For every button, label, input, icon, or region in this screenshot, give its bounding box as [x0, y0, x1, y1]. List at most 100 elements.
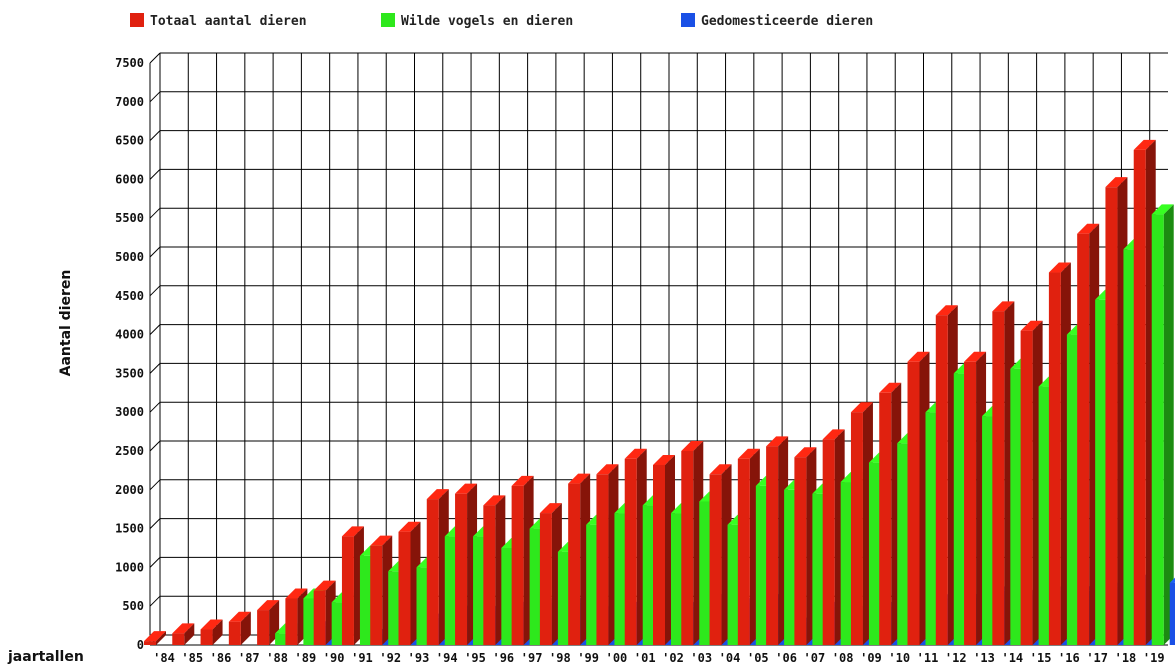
- bar-top: [200, 619, 223, 630]
- x-tick-label: '08: [832, 651, 854, 665]
- bar-front: [370, 545, 383, 645]
- x-tick-label: '13: [973, 651, 995, 665]
- y-tick-label: 6000: [115, 172, 144, 186]
- x-tick-label: '19: [1143, 651, 1165, 665]
- x-tick-label: '84: [153, 651, 175, 665]
- y-tick-label: 2000: [115, 483, 144, 497]
- bar-front: [144, 641, 156, 645]
- y-tick-label: 2500: [115, 444, 144, 458]
- gridline-diagonal: [149, 52, 161, 64]
- x-tick-label: '14: [1001, 651, 1023, 665]
- gridline-diagonal: [149, 401, 161, 413]
- x-tick-label: '90: [323, 651, 345, 665]
- bar-front: [1133, 149, 1146, 646]
- bar-front: [303, 598, 316, 645]
- bar-front: [812, 493, 825, 645]
- gridline-diagonal: [149, 557, 161, 568]
- bar-front: [341, 536, 354, 645]
- bar-top: [398, 521, 421, 532]
- bar: [624, 448, 647, 645]
- bar-front: [642, 505, 655, 645]
- y-tick-label: 3500: [115, 366, 144, 380]
- bar-top: [257, 600, 280, 611]
- bar: [709, 464, 732, 645]
- bar-front: [586, 524, 599, 645]
- bars: [144, 139, 1175, 646]
- bar-front: [388, 571, 401, 645]
- bar-top: [341, 526, 364, 537]
- x-tick-label: '06: [775, 651, 797, 665]
- bar-front: [992, 311, 1005, 645]
- bar-front: [200, 629, 213, 645]
- y-tick-label: 0: [137, 638, 144, 652]
- bar-top: [681, 441, 704, 451]
- x-tick-label: '93: [408, 651, 430, 665]
- bar-front: [868, 462, 881, 645]
- bar-front: [1151, 214, 1164, 645]
- bar-front: [426, 499, 439, 645]
- x-tick-label: '01: [634, 651, 656, 665]
- bar-top: [568, 473, 591, 484]
- bar-front: [953, 373, 966, 645]
- bar-top: [511, 475, 534, 486]
- bar-front: [727, 524, 740, 645]
- x-tick-label: '03: [690, 651, 712, 665]
- x-tick-label: '96: [492, 651, 514, 665]
- bar-front: [766, 446, 779, 645]
- bar-top: [426, 489, 449, 500]
- y-tick-label: 500: [122, 599, 144, 613]
- bar-front: [1123, 249, 1136, 646]
- bar-side: [156, 631, 166, 645]
- gridline-diagonal: [149, 440, 161, 452]
- x-tick-label: '05: [747, 651, 769, 665]
- gridline-diagonal: [149, 479, 161, 491]
- x-tick-label: '09: [860, 651, 882, 665]
- legend: Totaal aantal dieren Wilde vogels en dier…: [130, 13, 873, 29]
- bar: [1151, 204, 1174, 645]
- bar-top: [1151, 204, 1174, 215]
- bar-front: [172, 633, 185, 645]
- bar-top: [370, 535, 393, 546]
- bar: [228, 611, 251, 645]
- bar-front: [879, 392, 892, 645]
- bar: [144, 631, 166, 645]
- x-tick-label: '00: [606, 651, 628, 665]
- y-tick-label: 4500: [115, 289, 144, 303]
- bar-top: [709, 464, 732, 475]
- bar-top: [907, 351, 930, 362]
- bar-front: [794, 457, 807, 645]
- bar-top: [737, 448, 760, 459]
- legend-label: Wilde vogels en dieren: [401, 14, 573, 29]
- bar-front: [1169, 582, 1175, 645]
- bar-front: [275, 633, 288, 645]
- bar-top: [1020, 320, 1043, 331]
- bar: [172, 623, 195, 645]
- bar-front: [850, 412, 863, 645]
- bar-top: [766, 436, 789, 447]
- y-tick-label: 5500: [115, 211, 144, 225]
- bar-front: [596, 474, 609, 645]
- bar-front: [681, 451, 694, 645]
- x-tick-label: '97: [521, 651, 543, 665]
- x-tick-label: '18: [1115, 651, 1137, 665]
- bar-top: [653, 454, 675, 465]
- gridline-diagonal: [149, 285, 161, 297]
- bar-front: [331, 602, 344, 645]
- bar-top: [879, 382, 902, 393]
- y-tick-label: 7500: [115, 56, 144, 70]
- bar-front: [653, 464, 665, 645]
- bar-front: [444, 536, 457, 645]
- y-tick-label: 4000: [115, 328, 144, 342]
- x-tick-label: '17: [1086, 651, 1108, 665]
- x-tick-label: '15: [1030, 651, 1052, 665]
- x-tick-label: '91: [351, 651, 373, 665]
- bar-front: [964, 361, 977, 645]
- bar-top: [850, 402, 873, 413]
- y-tick-label: 3000: [115, 405, 144, 419]
- bar-side: [1163, 204, 1174, 645]
- bar-top: [285, 588, 308, 599]
- bar-front: [416, 567, 429, 645]
- bar-front: [925, 412, 938, 645]
- bar: [200, 619, 223, 645]
